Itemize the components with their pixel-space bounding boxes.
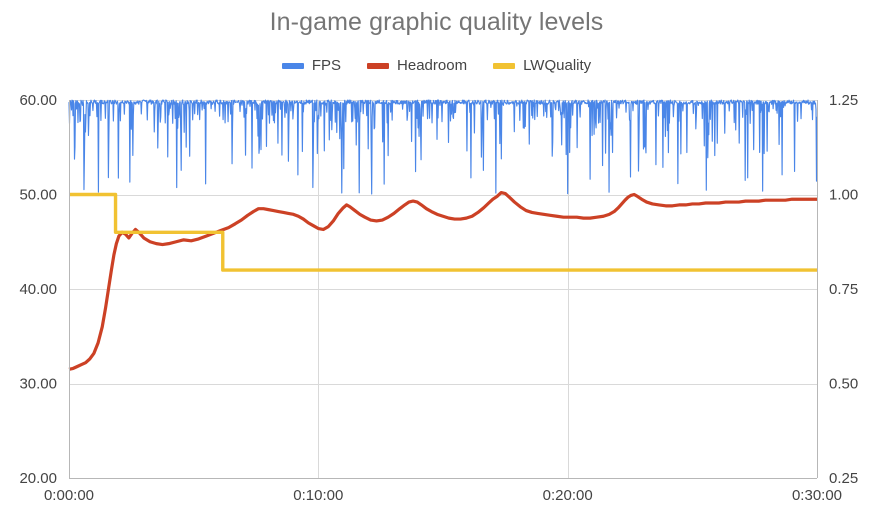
chart-legend: FPS Headroom LWQuality	[0, 57, 873, 74]
legend-label-lwquality: LWQuality	[523, 57, 592, 74]
x-axis-tick: 0:20:00	[543, 487, 593, 504]
y-axis-left-tick: 20.00	[19, 470, 57, 487]
series-line-headroom	[68, 191, 817, 371]
y-axis-right-tick: 0.50	[829, 376, 858, 393]
y-axis-right-tick: 0.25	[829, 470, 858, 487]
x-axis-tick: 0:00:00	[44, 487, 94, 504]
chart-title: In-game graphic quality levels	[269, 8, 604, 36]
legend-swatch-lwquality	[493, 62, 516, 69]
x-axis-tick: 0:10:00	[293, 487, 343, 504]
y-axis-right-tick: 1.25	[829, 92, 858, 109]
series-layer	[68, 99, 818, 371]
legend-item-fps[interactable]: FPS	[281, 57, 342, 74]
legend-label-fps: FPS	[311, 57, 342, 74]
series-step-lwquality	[69, 192, 817, 272]
legend-swatch-fps	[281, 62, 304, 69]
legend-item-headroom[interactable]: Headroom	[367, 57, 467, 74]
y-axis-left-tick: 60.00	[19, 92, 57, 109]
y-axis-left-tick: 40.00	[19, 281, 57, 298]
legend-label-headroom: Headroom	[397, 57, 468, 74]
series-band-fps	[68, 99, 818, 195]
y-axis-left-tick: 30.00	[19, 376, 57, 393]
legend-swatch-headroom	[367, 62, 390, 69]
axis-labels: 20.00 30.00 40.00 50.00 60.00 0.25 0.50 0.75 1.0…	[19, 92, 858, 504]
x-axis-tick: 0:30:00	[792, 487, 842, 504]
axis-lines	[69, 100, 818, 479]
y-axis-left-tick: 50.00	[19, 187, 57, 204]
y-axis-right-tick: 0.75	[829, 281, 858, 298]
y-axis-right-tick: 1.00	[829, 187, 858, 204]
legend-item-lwquality[interactable]: LWQuality	[493, 57, 591, 74]
